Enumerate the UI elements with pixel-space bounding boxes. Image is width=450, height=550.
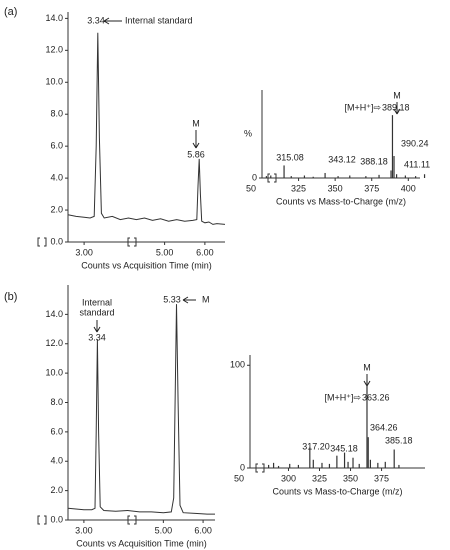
y-tick-label: 12.0	[45, 338, 63, 348]
annotation: 3.34	[87, 15, 105, 25]
annotation: standard	[79, 307, 114, 317]
x-tick-label: 300	[281, 473, 296, 483]
arrow	[93, 320, 101, 333]
x-tick-label: 350	[328, 183, 343, 193]
x-axis-label: Counts vs Acquisition Time (min)	[76, 538, 207, 548]
x-tick-label: 375	[374, 473, 389, 483]
axis-break	[127, 237, 137, 247]
y-tick-label: 14.0	[45, 309, 63, 319]
panel-label: (b)	[4, 291, 17, 303]
y-tick-label: 10.0	[45, 77, 63, 87]
annotation: 5.33	[163, 294, 181, 304]
annotation: 411.11	[404, 159, 430, 169]
annotation: Internal standard	[125, 15, 193, 25]
x-tick-label: 375	[364, 183, 379, 193]
axis-break-label: 50	[234, 473, 244, 483]
y-tick-label: 4.0	[50, 456, 63, 466]
annotation: M	[393, 90, 401, 100]
y-tick-label: 0.0	[50, 236, 63, 246]
arrow	[192, 130, 200, 149]
annotation: M	[192, 118, 200, 128]
annotation: Internal	[82, 297, 112, 307]
y-tick-label: 100	[230, 360, 245, 370]
x-tick-label: 5.00	[155, 525, 173, 535]
x-tick-label: 3.00	[75, 247, 93, 257]
y-tick-label: 14.0	[45, 13, 63, 23]
axis-break	[37, 237, 47, 247]
annotation: 315.08	[276, 152, 304, 162]
chromatogram-line	[67, 32, 226, 225]
x-tick-label: 6.00	[194, 525, 212, 535]
panel-label: (a)	[4, 6, 17, 18]
x-tick-label: 5.00	[156, 247, 174, 257]
arrow	[182, 296, 196, 304]
annotation: 5.86	[187, 149, 205, 159]
y-tick-label: 0.0	[50, 514, 63, 524]
y-tick-label: 8.0	[50, 397, 63, 407]
x-tick-label: 6.00	[196, 247, 214, 257]
y-tick-label: 6.0	[50, 426, 63, 436]
x-tick-label: 350	[343, 473, 358, 483]
x-tick-label: 325	[291, 183, 306, 193]
annotation: 388.18	[360, 156, 388, 166]
axis-break	[37, 515, 47, 525]
chromatogram-line	[67, 304, 215, 515]
annotation: [M+H⁺]⇨	[344, 102, 381, 112]
x-tick-label: 3.00	[75, 525, 93, 535]
axis-break-label: 50	[246, 183, 256, 193]
annotation: M	[202, 294, 210, 304]
annotation: 363.26	[362, 392, 390, 402]
annotation: 345.18	[330, 443, 358, 453]
axis-break	[255, 463, 265, 473]
annotation: 343.12	[328, 154, 356, 164]
y-tick-label: 6.0	[50, 141, 63, 151]
annotation: 364.26	[370, 422, 398, 432]
x-axis-label: Counts vs Acquisition Time (min)	[81, 260, 212, 270]
arrow	[393, 102, 401, 115]
annotation: [M+H⁺]⇨	[324, 392, 361, 402]
y-tick-label: 0	[240, 462, 245, 472]
y-tick-label: 0	[252, 172, 257, 182]
annotation: 3.34	[88, 332, 106, 342]
y-tick-label: 10.0	[45, 368, 63, 378]
annotation: 389.18	[382, 102, 410, 112]
y-tick-label: 4.0	[50, 172, 63, 182]
x-axis-label: Counts vs Mass-to-Charge (m/z)	[272, 486, 402, 496]
axis-break	[127, 515, 137, 525]
annotation: 390.24	[401, 138, 429, 148]
x-tick-label: 400	[401, 183, 416, 193]
y-tick-label: 12.0	[45, 45, 63, 55]
x-tick-label: 325	[312, 473, 327, 483]
y-tick-label: 8.0	[50, 109, 63, 119]
x-axis-label: Counts vs Mass-to-Charge (m/z)	[276, 196, 406, 206]
y-tick-label: 2.0	[50, 204, 63, 214]
arrow	[103, 17, 122, 25]
annotation: 317.20	[302, 441, 330, 451]
y-tick-label: 2.0	[50, 485, 63, 495]
y-axis-label: %	[244, 128, 252, 138]
axis-break	[267, 173, 277, 183]
axis	[67, 285, 215, 521]
annotation: 385.18	[385, 435, 413, 445]
annotation: M	[363, 362, 371, 372]
